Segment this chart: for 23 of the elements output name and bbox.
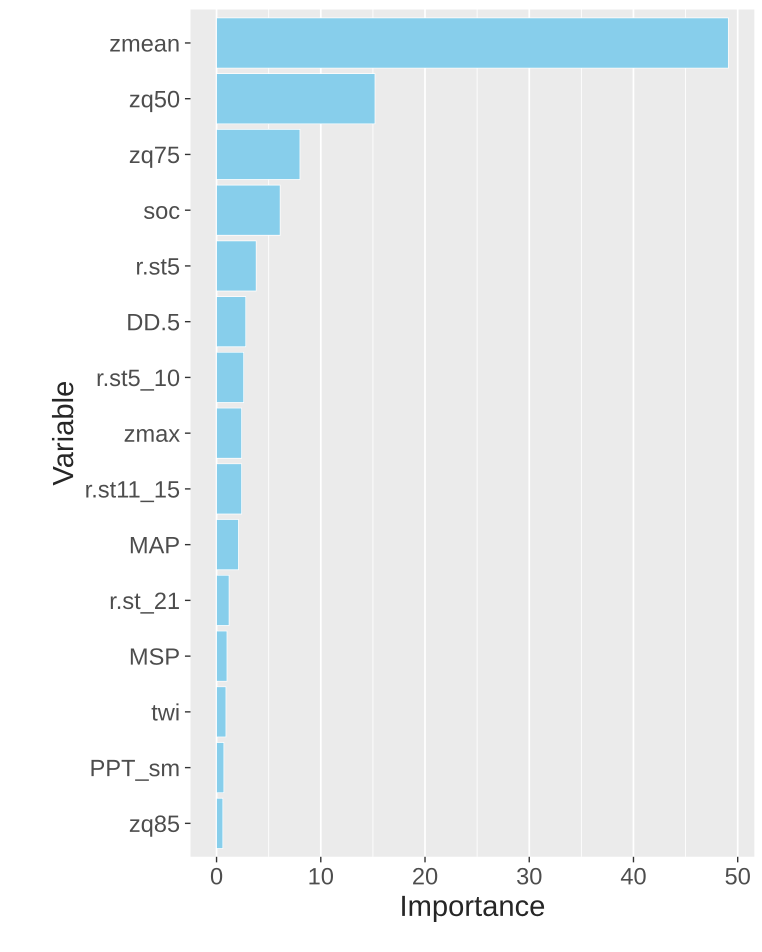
y-tick-label: r.st_21 [110, 592, 179, 614]
y-tick-label: zmean [110, 38, 179, 52]
x-tick-label: 20 [413, 868, 438, 885]
y-tick-label: soc [144, 206, 180, 219]
x-tick-label: 40 [620, 868, 646, 885]
y-tick-label: DD.5 [128, 314, 180, 330]
y-tick-label: r.st11_15 [86, 481, 180, 502]
y-tick-label: zq75 [130, 146, 180, 168]
y-axis-title: Variable [52, 382, 74, 486]
y-tick-label: zmax [124, 429, 180, 442]
y-tick-label: PPT_sm [91, 760, 179, 781]
y-tick-label: zq50 [130, 90, 180, 112]
y-tick-label: zq85 [130, 815, 180, 837]
y-tick-label: MAP [130, 536, 179, 554]
x-tick-label: 0 [210, 868, 222, 885]
y-tick-label: MSP [130, 648, 179, 665]
x-tick-label: 50 [726, 868, 750, 885]
x-tick-label: 30 [517, 868, 542, 885]
y-tick-label: twi [152, 703, 178, 721]
y-tick-label: r.st5_10 [98, 369, 180, 391]
x-axis-title: Importance [402, 896, 544, 922]
x-tick-label: 10 [309, 868, 333, 885]
y-tick-label: r.st5 [137, 258, 180, 275]
